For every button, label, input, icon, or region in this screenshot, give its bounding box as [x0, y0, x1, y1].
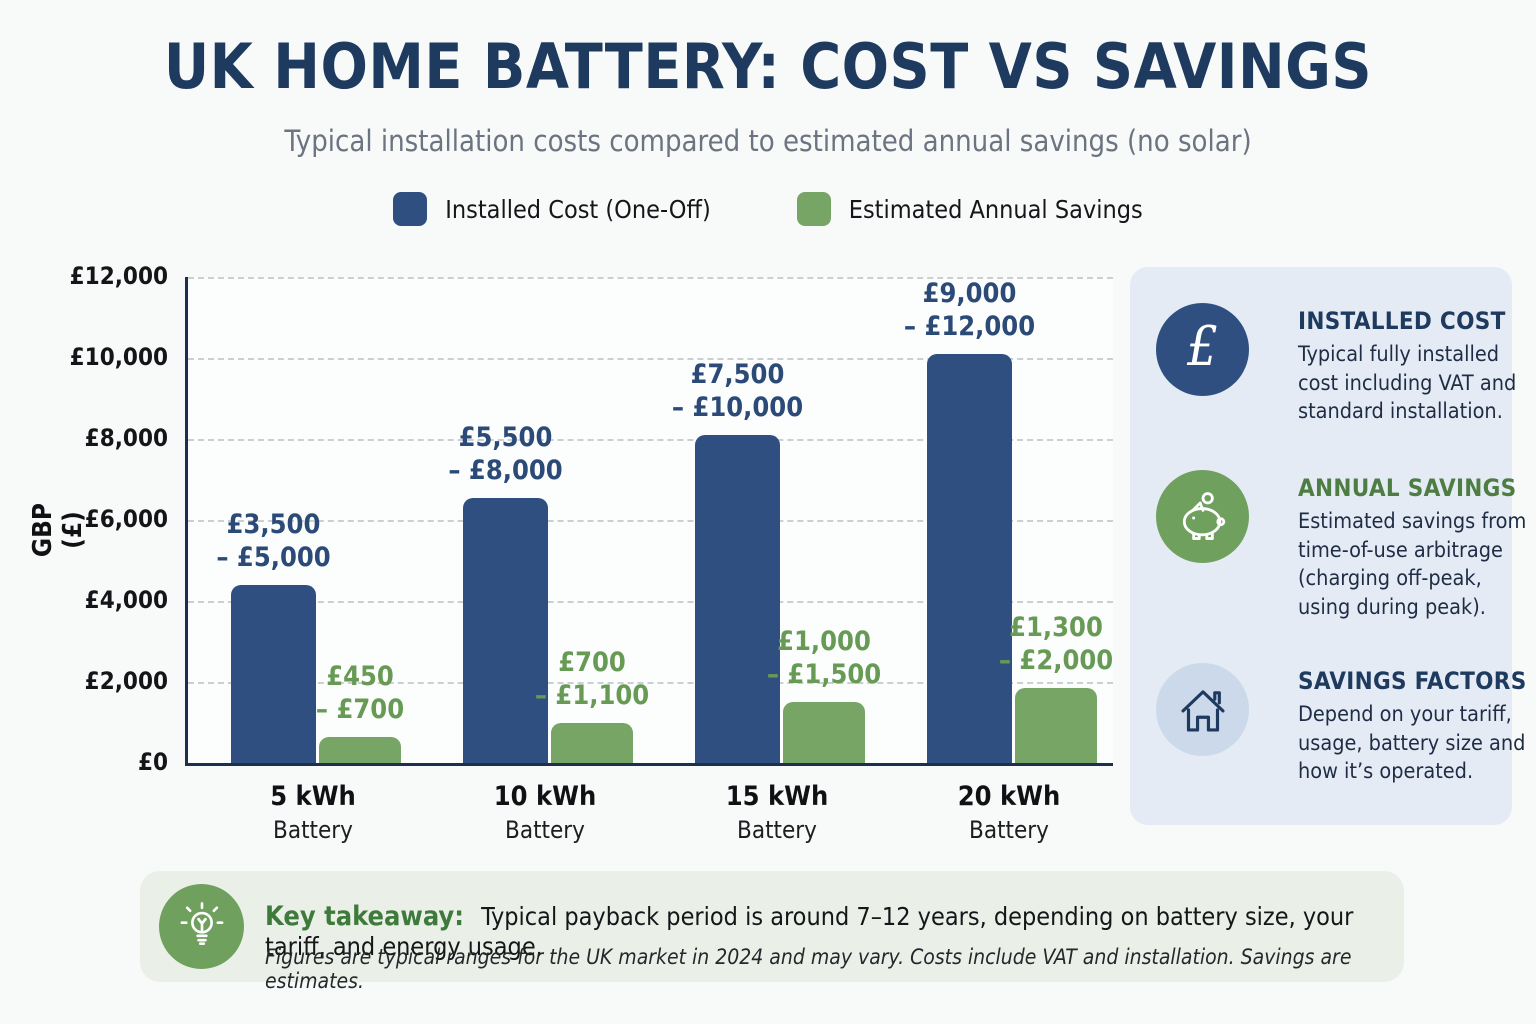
pound-icon: £ [1156, 303, 1249, 396]
takeaway-text: Typical payback period is around 7–12 ye… [265, 902, 1354, 961]
info-item-text: INSTALLED COST Typical fully installed c… [1298, 307, 1534, 427]
house-icon [1156, 663, 1249, 756]
legend-label: Installed Cost (One-Off) [445, 194, 711, 224]
subtitle: Typical installation costs compared to e… [284, 124, 1252, 158]
chart-legend: Installed Cost (One-Off) Estimated Annua… [0, 192, 1536, 226]
annual-savings-swatch-icon [796, 192, 831, 226]
x-axis-label: 15 kWh Battery [725, 781, 829, 844]
gridline [188, 439, 1113, 441]
bar-annual-savings [319, 737, 401, 763]
info-item-body: Typical fully installed cost including V… [1298, 342, 1517, 425]
info-item-heading: ANNUAL SAVINGS [1298, 474, 1517, 502]
lightbulb-icon [159, 884, 244, 969]
piggy-bank-icon [1156, 470, 1249, 563]
bar-installed-cost [231, 584, 316, 763]
info-item-body: Depend on your tariff, usage, battery si… [1298, 702, 1526, 785]
bar-range-label: £450– £700 [315, 661, 405, 726]
y-tick-label: £8,000 [84, 424, 168, 452]
takeaway-footnote: Figures are typical ranges for the UK ma… [265, 945, 1352, 993]
y-tick-label: £0 [137, 748, 168, 776]
bar-installed-cost [695, 434, 780, 763]
page-title: UK HOME BATTERY: COST VS SAVINGS [163, 30, 1373, 103]
y-tick-label: £10,000 [69, 343, 168, 371]
gridline [188, 601, 1113, 603]
info-item-heading: INSTALLED COST [1298, 307, 1506, 335]
x-axis-label: 20 kWh Battery [957, 781, 1061, 844]
gridline [188, 682, 1113, 684]
info-panel: £ INSTALLED COST Typical fully installed… [1130, 267, 1526, 825]
x-axis-label: 10 kWh Battery [493, 781, 597, 844]
bar-annual-savings [783, 702, 865, 763]
info-item-text: SAVINGS FACTORS Depend on your tariff, u… [1298, 667, 1534, 787]
bar-installed-cost [463, 497, 548, 763]
gridline [188, 358, 1113, 360]
y-tick-label: £6,000 [84, 505, 168, 533]
bar-range-label: £7,500– £10,000 [671, 359, 804, 424]
installed-cost-swatch-icon [393, 192, 428, 226]
y-tick-label: £2,000 [84, 667, 168, 695]
y-tick-label: £4,000 [84, 586, 168, 614]
bar-annual-savings [1015, 688, 1097, 763]
x-axis-label: 5 kWh Battery [270, 781, 356, 844]
bar-installed-cost [927, 353, 1012, 763]
y-tick-label: £12,000 [69, 262, 168, 290]
bar-range-label: £1,300– £2,000 [998, 612, 1114, 677]
legend-item-installed-cost: Installed Cost (One-Off) [393, 192, 711, 226]
info-item-body: Estimated savings from time-of-use arbit… [1298, 509, 1527, 620]
pound-glyph: £ [1187, 314, 1218, 378]
takeaway-line: Key takeaway: Typical payback period is … [265, 901, 1395, 961]
chart-plot-area: £3,500– £5,000 £450– £700 £5,500– £8,000 £7… [185, 277, 1113, 766]
bar-range-label: £700– £1,100 [534, 647, 650, 711]
gridline [188, 277, 1113, 279]
bar-range-label: £3,500– £5,000 [216, 508, 331, 573]
legend-label: Estimated Annual Savings [848, 194, 1143, 224]
bar-annual-savings [551, 722, 633, 763]
bar-range-label: £5,500– £8,000 [448, 421, 563, 486]
bar-range-label: £9,000– £12,000 [903, 278, 1036, 343]
info-item-text: ANNUAL SAVINGS Estimated savings from ti… [1298, 474, 1534, 622]
gridline [188, 520, 1113, 522]
key-takeaway-banner: Key takeaway: Typical payback period is … [140, 871, 1404, 993]
info-item-heading: SAVINGS FACTORS [1298, 667, 1527, 695]
legend-item-annual-savings: Estimated Annual Savings [796, 192, 1143, 226]
bar-range-label: £1,000– £1,500 [766, 626, 882, 691]
takeaway-heading: Key takeaway: [265, 901, 464, 932]
